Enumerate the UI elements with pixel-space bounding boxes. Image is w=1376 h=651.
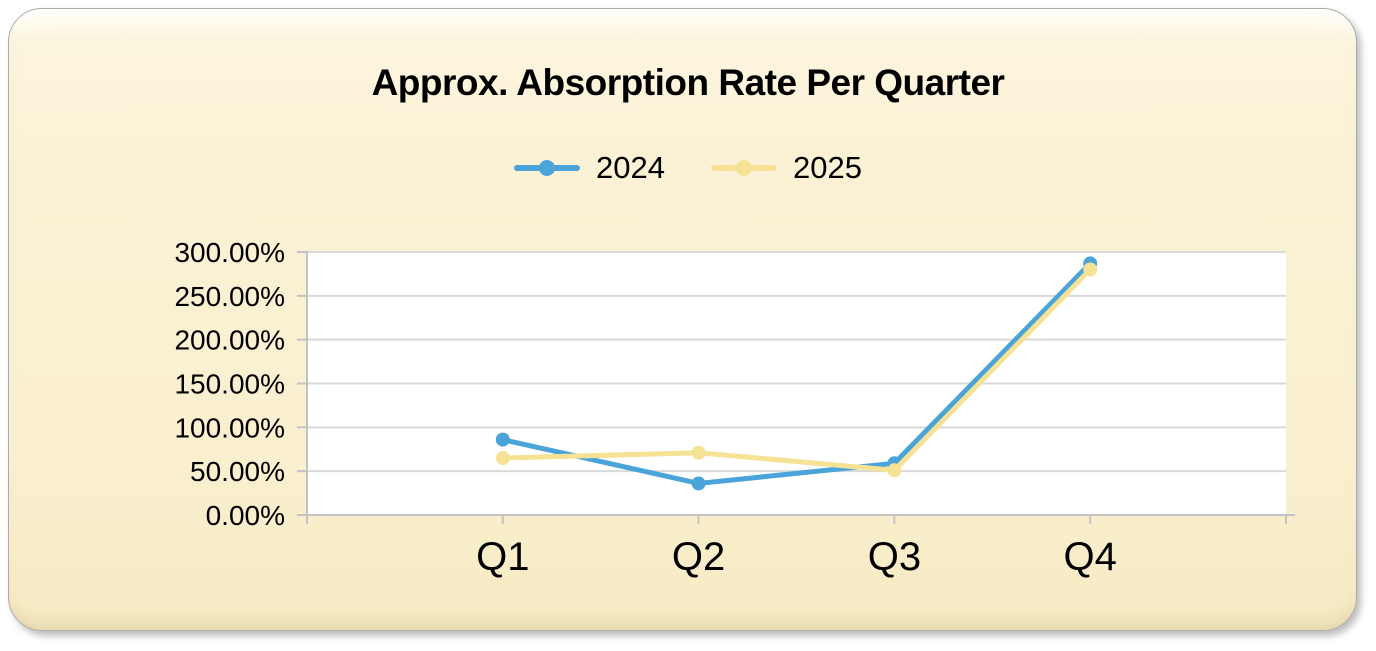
y-tick-label: 150.00% — [174, 369, 285, 400]
legend-label-2024: 2024 — [596, 150, 665, 185]
legend-marker-icon — [539, 159, 556, 176]
x-axis-label: Q2 — [672, 535, 725, 579]
legend-label-2025: 2025 — [793, 150, 862, 185]
legend-item-2024: 2024 — [514, 152, 665, 183]
data-point-2024-Q2 — [691, 476, 706, 491]
data-point-2025-Q1 — [495, 451, 510, 466]
x-axis-label: Q4 — [1064, 535, 1117, 579]
legend-marker-icon — [736, 159, 752, 176]
data-point-2025-Q4 — [1083, 262, 1098, 277]
data-point-2025-Q2 — [691, 445, 706, 460]
data-point-2024-Q1 — [495, 432, 510, 447]
y-tick-label: 200.00% — [174, 325, 285, 356]
y-tick-label: 0.00% — [206, 500, 285, 531]
y-tick-label: 300.00% — [174, 237, 285, 268]
y-tick-label: 50.00% — [190, 456, 285, 487]
legend-swatch-2024 — [514, 159, 581, 176]
y-tick-label: 100.00% — [174, 412, 285, 443]
series-line-2024 — [500, 260, 1093, 486]
x-axis-label: Q3 — [868, 535, 921, 579]
chart-title: Approx. Absorption Rate Per Quarter — [371, 62, 1005, 103]
legend-swatch-2025 — [711, 159, 777, 176]
legend: 2024 2025 — [0, 152, 1376, 183]
legend-item-2025: 2025 — [711, 152, 862, 183]
series-line-2025 — [500, 267, 1093, 473]
y-tick-label: 250.00% — [174, 281, 285, 312]
x-axis-label: Q1 — [476, 535, 529, 579]
data-point-2025-Q3 — [887, 463, 902, 478]
